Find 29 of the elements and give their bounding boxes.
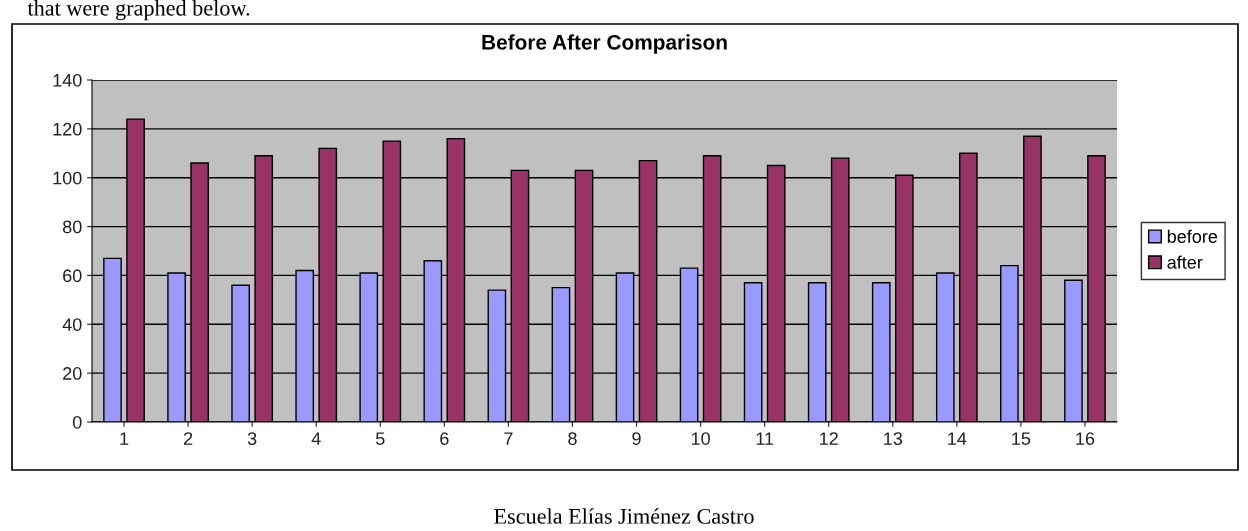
x-tick-label: 6	[440, 432, 449, 445]
x-tick-label: 11	[756, 432, 774, 445]
x-tick-label: 5	[375, 432, 385, 445]
x-tick-label: 9	[632, 432, 641, 445]
text: that were graphed below.	[27, 0, 250, 21]
x-tick-label: 3	[247, 432, 257, 445]
y-tick-label: 140	[53, 73, 82, 87]
y-tick-label: 100	[53, 171, 82, 185]
y-tick-label: 0	[72, 415, 82, 429]
x-tick-label: 12	[820, 432, 838, 445]
x-tick-label: 2	[183, 432, 193, 445]
y-tick-label: 120	[53, 122, 82, 136]
x-tick-label: 14	[948, 432, 967, 445]
y-tick-label: 20	[63, 367, 82, 380]
legend-label: before	[1167, 229, 1218, 243]
y-tick-label: 80	[62, 220, 82, 234]
x-tick-label: 4	[311, 432, 321, 445]
x-tick-label: 15	[1012, 432, 1031, 445]
x-tick-label: 1	[120, 432, 129, 445]
y-tick-label: 40	[62, 318, 82, 332]
legend-label: after	[1167, 255, 1203, 269]
text: Escuela Elías Jiménez Castro	[494, 508, 754, 524]
x-tick-label: 7	[504, 432, 513, 445]
y-tick-label: 60	[63, 269, 82, 283]
chart-title: Before After Comparison	[482, 34, 727, 54]
x-tick-label: 13	[884, 432, 903, 445]
x-tick-label: 10	[691, 432, 710, 445]
x-tick-label: 8	[568, 432, 577, 445]
x-tick-label: 16	[1076, 432, 1095, 445]
